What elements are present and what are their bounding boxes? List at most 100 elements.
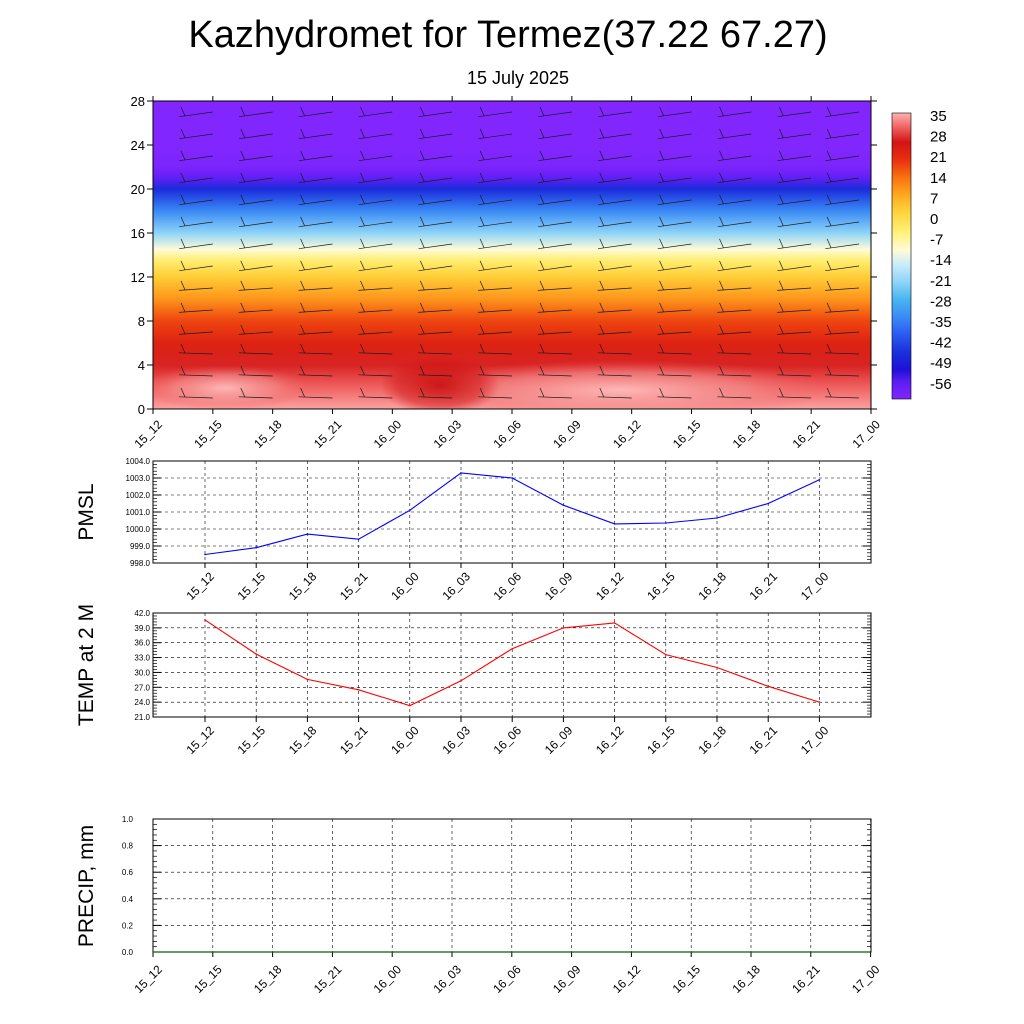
wind-barb: [179, 172, 213, 184]
data-point: [767, 502, 769, 505]
x-tick-label: 16_00: [371, 417, 405, 451]
wind-barb: [825, 324, 860, 335]
wind-barb: [717, 106, 752, 118]
wind-barb: [717, 128, 752, 140]
temp-x-axis: 15_12 15_15 15_18 15_21 16_00 16_03 16_06 16_09…: [183, 717, 832, 757]
data-point: [255, 653, 257, 655]
x-tick-label: 16_15: [644, 569, 678, 603]
wind-barb: [597, 343, 632, 355]
wind-barb: [825, 128, 860, 140]
colorbar-labels: 35 28 21 14 7 0 -7 -14 -21 -28 -35 -42 -49 -56: [930, 108, 952, 393]
x-tick-label: 15_12: [183, 723, 217, 757]
wind-barb: [825, 238, 860, 250]
wind-barb: [597, 280, 632, 291]
wind-barb: [298, 106, 333, 118]
wind-barb: [597, 387, 632, 399]
x-tick-label: 16_06: [490, 962, 524, 996]
x-tick-label: 16_03: [439, 569, 473, 603]
wind-barb: [538, 260, 572, 272]
temp-frame: [152, 612, 872, 718]
wind-barb: [298, 238, 333, 250]
x-tick-label: 16_09: [550, 962, 584, 996]
x-tick-label: 16_21: [790, 417, 824, 451]
x-tick-label: 17_00: [849, 962, 883, 996]
wind-barb: [657, 302, 692, 313]
y-tick-label: 999.0: [130, 542, 151, 551]
wind-barb: [717, 172, 752, 184]
wind-barb: [825, 302, 860, 313]
wind-barb: [478, 216, 513, 228]
wind-barb: [179, 238, 213, 250]
wind-barb: [717, 302, 752, 313]
wind-barb: [179, 106, 213, 118]
y-tick-label: 0.4: [122, 895, 134, 904]
x-tick-label: 16_15: [670, 417, 704, 451]
wind-barb: [418, 387, 453, 399]
wind-barb: [179, 216, 213, 228]
data-point: [818, 478, 821, 481]
wind-barb: [538, 128, 572, 140]
wind-barb: [597, 324, 632, 335]
wind-barb: [717, 150, 752, 162]
temp-panel: 21.024.027.030.033.036.039.042.0 15_12 15…: [75, 604, 872, 757]
y-tick-label: 1001.0: [126, 508, 151, 517]
wind-barb: [597, 128, 632, 140]
x-tick-label: 16_18: [695, 569, 729, 603]
pmsl-x-axis: 15_12 15_15 15_18 15_21 16_00 16_03 16_06 16_09…: [183, 563, 832, 603]
colorbar-label: -14: [930, 252, 952, 269]
wind-barb: [358, 387, 393, 399]
wind-barb: [478, 194, 513, 206]
wind-barb: [777, 194, 812, 206]
precip-panel: 0.00.20.40.60.81.0 15_12 15_15 15_18 15_21 1…: [75, 815, 883, 996]
y-tick-label: 36.0: [134, 639, 150, 648]
pmsl-panel: 998.0 999.0 1000.0 1001.0 1002.0 1003.0 1004.0…: [75, 457, 872, 603]
wind-barb: [478, 260, 513, 272]
y-tick-label: 42.0: [134, 609, 150, 618]
y-tick-label: 12: [131, 270, 145, 285]
x-tick-label: 16_21: [789, 962, 823, 996]
wind-barb: [777, 260, 812, 272]
x-tick-label: 15_15: [191, 417, 225, 451]
x-tick-label: 16_18: [729, 962, 763, 996]
y-tick-label: 1003.0: [126, 474, 151, 483]
wind-barb: [478, 324, 513, 335]
y-tick-label: 30.0: [134, 668, 150, 677]
wind-barb: [418, 324, 453, 335]
colorbar-label: 14: [930, 170, 947, 187]
wind-barb: [717, 343, 752, 355]
wind-barb: [717, 238, 752, 250]
x-tick-label: 16_18: [730, 417, 764, 451]
wind-barb: [825, 106, 860, 118]
data-point: [665, 653, 667, 656]
colorbar-label: 0: [930, 211, 938, 228]
x-tick-label: 16_06: [490, 417, 524, 451]
y-tick-label: 27.0: [134, 683, 150, 692]
x-tick-label: 16_09: [542, 723, 576, 757]
colorbar-label: 28: [930, 129, 947, 146]
y-tick-label: 1000.0: [126, 525, 151, 534]
wind-barb: [777, 365, 812, 377]
wind-barb: [538, 150, 572, 162]
wind-barb: [825, 216, 860, 228]
wind-barb: [537, 343, 572, 355]
chart-subtitle: 15 July 2025: [467, 68, 569, 88]
wind-barb: [538, 172, 572, 184]
data-point: [716, 666, 718, 669]
wind-barb: [657, 216, 692, 228]
wind-barb: [657, 150, 692, 162]
wind-barb: [537, 387, 572, 399]
wind-barb: [358, 324, 393, 335]
x-tick-label: 16_09: [550, 417, 584, 451]
x-tick-label: 16_15: [644, 723, 678, 757]
wind-barb: [825, 280, 860, 291]
data-point: [255, 546, 257, 549]
colorbar-label: -21: [930, 273, 952, 290]
data-point: [511, 647, 513, 650]
colorbar-label: -28: [930, 293, 952, 310]
wind-barb: [777, 150, 812, 162]
wind-barb: [538, 238, 572, 250]
wind-barb: [477, 343, 513, 355]
wind-barb: [298, 343, 333, 355]
x-tick-label: 16_21: [747, 723, 781, 757]
x-tick-label: 16_21: [747, 569, 781, 603]
